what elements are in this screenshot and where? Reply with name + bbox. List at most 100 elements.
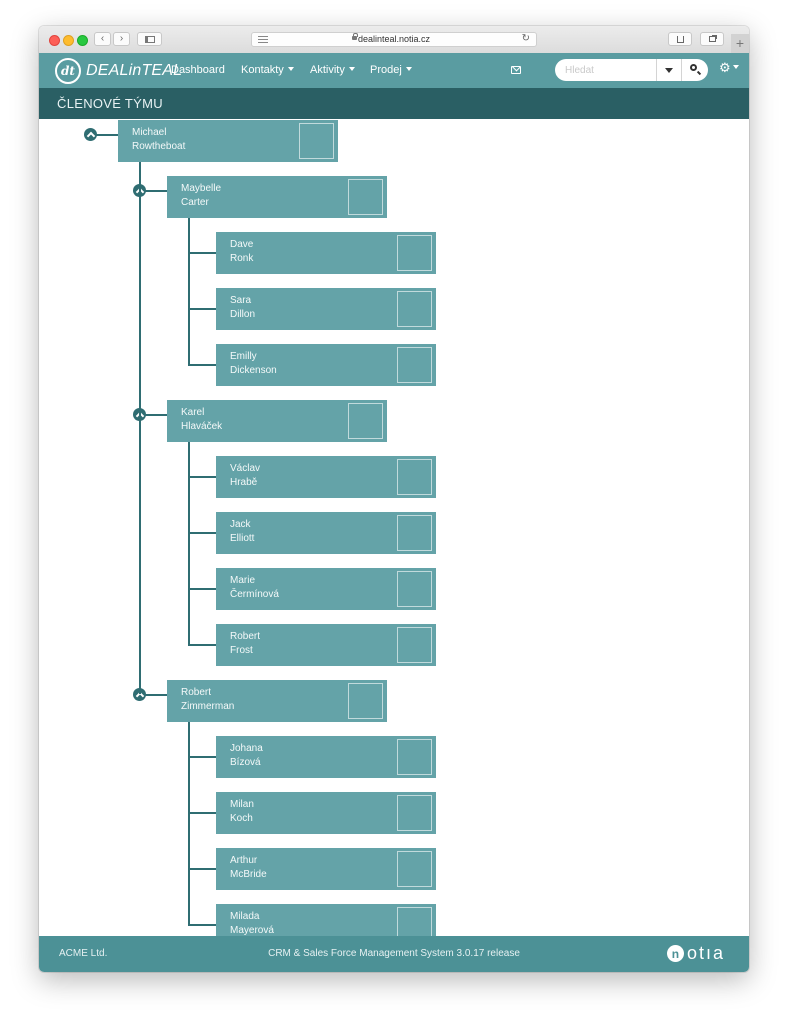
member-name: Robert Frost	[230, 630, 260, 658]
team-member-card[interactable]: Milada Mayerová	[216, 904, 436, 936]
lock-icon	[352, 33, 358, 40]
nav-prodej[interactable]: Prodej	[370, 64, 412, 76]
member-last-name: Zimmerman	[181, 701, 235, 712]
gear-icon: ⚙	[719, 60, 731, 75]
nav-aktivity-label: Aktivity	[310, 64, 345, 76]
member-last-name: Hrabě	[230, 477, 258, 488]
member-name: Dave Ronk	[230, 238, 253, 266]
team-member-card[interactable]: Maybelle Carter	[167, 176, 387, 218]
team-member-card[interactable]: Johana Bízová	[216, 736, 436, 778]
search-input[interactable]	[555, 59, 656, 81]
nav-aktivity[interactable]: Aktivity	[310, 64, 355, 76]
team-member-card[interactable]: Milan Koch	[216, 792, 436, 834]
collapse-toggle-icon[interactable]	[84, 128, 97, 141]
forward-icon[interactable]: ›	[113, 32, 130, 46]
member-last-name: Čermínová	[230, 589, 279, 600]
team-member-card[interactable]: Arthur McBride	[216, 848, 436, 890]
avatar	[348, 403, 383, 439]
team-member-card[interactable]: Michael Rowtheboat	[118, 120, 338, 162]
member-last-name: Mayerová	[230, 925, 274, 936]
minimize-window-button[interactable]	[63, 35, 74, 46]
member-last-name: Frost	[230, 645, 253, 656]
tree-connector	[188, 442, 190, 646]
tree-connector	[188, 588, 216, 590]
avatar	[348, 179, 383, 215]
member-last-name: Ronk	[230, 253, 254, 264]
page-title-bar: ČLENOVÉ TÝMU	[39, 88, 749, 119]
settings-menu[interactable]: ⚙	[719, 61, 739, 74]
search-filter-dropdown[interactable]	[656, 59, 681, 81]
team-member-card[interactable]: Robert Frost	[216, 624, 436, 666]
team-member-card[interactable]: Marie Čermínová	[216, 568, 436, 610]
team-member-card[interactable]: Sara Dillon	[216, 288, 436, 330]
avatar	[397, 795, 432, 831]
avatar	[397, 739, 432, 775]
chevron-down-icon	[348, 67, 355, 71]
avatar	[397, 291, 432, 327]
notia-logo[interactable]: n otıa	[666, 943, 725, 964]
search-button[interactable]	[681, 59, 708, 81]
team-member-card[interactable]: Václav Hrabě	[216, 456, 436, 498]
member-first-name: Robert	[230, 631, 261, 642]
member-first-name: Arthur	[230, 855, 258, 866]
zoom-window-button[interactable]	[77, 35, 88, 46]
member-first-name: Dave	[230, 239, 254, 250]
member-first-name: Václav	[230, 463, 261, 474]
back-icon[interactable]: ‹	[94, 32, 111, 46]
team-member-card[interactable]: Dave Ronk	[216, 232, 436, 274]
avatar	[397, 571, 432, 607]
tree-connector	[145, 190, 167, 192]
tree-connector	[188, 722, 190, 926]
tree-connector	[188, 532, 216, 534]
address-bar[interactable]: dealinteal.notia.cz ↻	[251, 32, 537, 47]
member-name: Robert Zimmerman	[181, 686, 234, 714]
member-name: Marie Čermínová	[230, 574, 279, 602]
member-last-name: Dickenson	[230, 365, 277, 376]
tabs-overview-icon[interactable]	[700, 32, 724, 46]
member-name: Johana Bízová	[230, 742, 263, 770]
avatar	[397, 347, 432, 383]
member-name: Milan Koch	[230, 798, 254, 826]
team-member-card[interactable]: Emilly Dickenson	[216, 344, 436, 386]
member-name: Milada Mayerová	[230, 910, 274, 936]
chevron-down-icon	[405, 67, 412, 71]
tree-connector	[188, 476, 216, 478]
share-icon[interactable]	[668, 32, 692, 46]
tree-connector	[96, 134, 118, 136]
team-member-card[interactable]: Jack Elliott	[216, 512, 436, 554]
footer: ACME Ltd. CRM & Sales Force Management S…	[39, 936, 749, 972]
team-member-card[interactable]: Robert Zimmerman	[167, 680, 387, 722]
member-first-name: Maybelle	[181, 183, 222, 194]
search-icon	[690, 64, 697, 71]
member-last-name: Hlaváček	[181, 421, 223, 432]
reader-icon[interactable]	[258, 36, 268, 43]
member-last-name: Koch	[230, 813, 253, 824]
reload-icon[interactable]: ↻	[521, 33, 530, 44]
footer-version: CRM & Sales Force Management System 3.0.…	[268, 948, 520, 959]
app-logo[interactable]: dt DEALinTEAL	[55, 58, 182, 84]
tree-connector	[188, 756, 216, 758]
member-name: Karel Hlaváček	[181, 406, 222, 434]
tree-connector	[188, 308, 216, 310]
nav-kontakty-label: Kontakty	[241, 64, 284, 76]
member-name: Sara Dillon	[230, 294, 255, 322]
logo-mark-icon: dt	[55, 58, 81, 84]
tree-connector	[188, 812, 216, 814]
nav-dashboard[interactable]: Dashboard	[171, 64, 225, 76]
member-name: Maybelle Carter	[181, 182, 221, 210]
member-last-name: Dillon	[230, 309, 256, 320]
collapse-toggle-icon[interactable]	[133, 688, 146, 701]
browser-window: ‹ › dealinteal.notia.cz ↻ + dt DEALinTEA…	[39, 26, 749, 972]
page-title: ČLENOVÉ TÝMU	[57, 96, 163, 111]
sidebar-toggle-icon[interactable]	[137, 32, 162, 46]
new-tab-icon[interactable]: +	[731, 34, 749, 53]
member-first-name: Michael	[132, 127, 167, 138]
member-last-name: McBride	[230, 869, 267, 880]
mail-icon[interactable]	[511, 66, 521, 74]
team-member-card[interactable]: Karel Hlaváček	[167, 400, 387, 442]
member-first-name: Robert	[181, 687, 212, 698]
nav-kontakty[interactable]: Kontakty	[241, 64, 294, 76]
tree-connector	[188, 364, 216, 366]
close-window-button[interactable]	[49, 35, 60, 46]
nav-prodej-label: Prodej	[370, 64, 402, 76]
